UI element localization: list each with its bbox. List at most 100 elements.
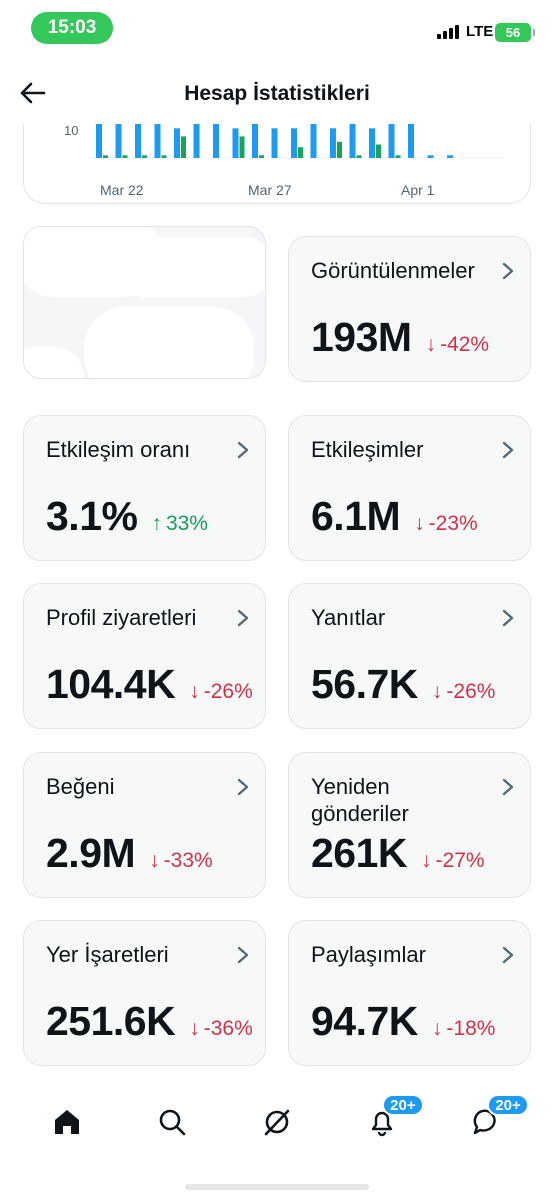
battery-icon: 56 bbox=[495, 23, 535, 42]
chart-bar bbox=[298, 147, 303, 158]
arrow-down-icon: ↓ bbox=[431, 1017, 443, 1040]
chevron-right-icon bbox=[237, 441, 249, 459]
y-tick-label: 10 bbox=[64, 124, 78, 138]
chart-bar bbox=[174, 128, 180, 158]
header: Hesap İstatistikleri bbox=[0, 60, 554, 124]
stat-change: ↓ -18% bbox=[432, 1017, 496, 1041]
chart-bar bbox=[388, 124, 395, 158]
stat-card[interactable]: Yeniden gönderiler 261K ↓ -27% bbox=[288, 752, 531, 898]
chart-bar bbox=[369, 128, 375, 158]
nav-home[interactable] bbox=[37, 1092, 97, 1152]
stat-title: Yer İşaretleri bbox=[46, 942, 169, 967]
stat-change-value: -36% bbox=[203, 1017, 253, 1040]
nav-search[interactable] bbox=[142, 1092, 202, 1152]
stat-value: 2.9M bbox=[46, 830, 136, 876]
stat-card[interactable]: Beğeni 2.9M ↓ -33% bbox=[23, 752, 266, 898]
stat-value: 193M bbox=[311, 314, 412, 360]
stat-title: Etkileşim oranı bbox=[46, 437, 191, 462]
back-button[interactable] bbox=[16, 76, 50, 110]
stat-card[interactable]: Etkileşim oranı 3.1% ↑ 33% bbox=[23, 415, 266, 561]
stat-value: 6.1M bbox=[311, 493, 401, 539]
chart-bar bbox=[356, 155, 362, 158]
arrow-down-icon: ↓ bbox=[414, 512, 425, 535]
page-title: Hesap İstatistikleri bbox=[184, 82, 370, 105]
stat-value: 94.7K bbox=[311, 998, 418, 1044]
stat-row: 193M ↓ -42% bbox=[311, 314, 489, 361]
stat-value: 251.6K bbox=[46, 998, 176, 1044]
chart-bar bbox=[193, 124, 200, 158]
signal-icon bbox=[437, 24, 459, 39]
chart-bar bbox=[154, 124, 161, 158]
chart-bar bbox=[271, 128, 278, 158]
chart-bar bbox=[291, 128, 297, 158]
arrow-down-icon: ↓ bbox=[189, 680, 200, 703]
stat-title: Yanıtlar bbox=[311, 605, 386, 630]
arrow-left-icon bbox=[20, 82, 46, 104]
nav-grok[interactable] bbox=[247, 1092, 307, 1152]
chart-bar bbox=[232, 128, 239, 158]
chart-bar bbox=[122, 155, 128, 158]
chart-bar bbox=[337, 141, 342, 158]
stat-card[interactable]: Etkileşimler 6.1M ↓ -23% bbox=[288, 415, 531, 561]
chart-bar bbox=[161, 155, 167, 158]
stat-change-value: 33% bbox=[165, 512, 208, 535]
stat-title: Paylaşımlar bbox=[311, 942, 426, 967]
chevron-right-icon bbox=[237, 778, 249, 796]
home-indicator bbox=[185, 1184, 369, 1190]
arrow-down-icon: ↓ bbox=[189, 1017, 200, 1040]
network-type: LTE bbox=[466, 23, 494, 40]
chart-bar bbox=[395, 155, 401, 158]
stat-change-value: -33% bbox=[163, 849, 213, 872]
nav-notifications[interactable]: 20+ bbox=[352, 1092, 424, 1152]
stat-card[interactable]: Görüntülenmeler 193M ↓ -42% bbox=[288, 236, 531, 382]
bar-chart: 10 Mar 22 Mar 27 Apr 1 bbox=[64, 124, 504, 198]
chart-bar bbox=[427, 155, 434, 158]
stat-row: 3.1% ↑ 33% bbox=[46, 493, 208, 540]
chart-bar bbox=[142, 155, 147, 158]
chart-bar bbox=[103, 155, 108, 158]
x-tick-label: Apr 1 bbox=[401, 182, 435, 198]
stat-change: ↓ -27% bbox=[421, 849, 485, 873]
chevron-right-icon bbox=[502, 946, 514, 964]
chevron-right-icon bbox=[237, 946, 249, 964]
stat-change-value: -23% bbox=[428, 512, 478, 535]
stat-row: 251.6K ↓ -36% bbox=[46, 998, 253, 1045]
stat-title: Etkileşimler bbox=[311, 437, 424, 462]
stat-title: Profil ziyaretleri bbox=[46, 605, 197, 630]
chart-bar bbox=[447, 155, 453, 158]
stat-row: 94.7K ↓ -18% bbox=[311, 998, 495, 1045]
stat-change-value: -26% bbox=[203, 680, 253, 703]
notifications-badge: 20+ bbox=[382, 1094, 424, 1116]
home-icon bbox=[54, 1110, 79, 1134]
messages-badge: 20+ bbox=[487, 1094, 529, 1116]
chevron-right-icon bbox=[502, 609, 514, 627]
stat-change-value: -27% bbox=[435, 849, 485, 872]
arrow-down-icon: ↓ bbox=[421, 849, 432, 872]
stat-row: 56.7K ↓ -26% bbox=[311, 661, 495, 708]
stat-value: 3.1% bbox=[46, 493, 138, 539]
chat-bubble-icon bbox=[473, 1109, 497, 1135]
arrow-down-icon: ↓ bbox=[149, 849, 160, 872]
bottom-nav: 20+ 20+ bbox=[0, 1082, 554, 1162]
chart-bar bbox=[408, 124, 414, 158]
nav-messages[interactable]: 20+ bbox=[457, 1092, 529, 1152]
stat-value: 104.4K bbox=[46, 661, 176, 707]
bell-icon bbox=[371, 1111, 393, 1137]
stat-change: ↑ 33% bbox=[151, 512, 208, 536]
stat-card[interactable]: Profil ziyaretleri 104.4K ↓ -26% bbox=[23, 583, 266, 729]
stat-card[interactable]: Paylaşımlar 94.7K ↓ -18% bbox=[288, 920, 531, 1066]
chart-bar bbox=[239, 136, 245, 158]
stat-title: Beğeni bbox=[46, 774, 115, 799]
chart-bar bbox=[96, 124, 102, 158]
chevron-right-icon bbox=[502, 262, 514, 280]
chart-bar bbox=[115, 124, 122, 158]
stat-change: ↓ -23% bbox=[414, 512, 478, 536]
chart-card: 10 Mar 22 Mar 27 Apr 1 bbox=[23, 124, 531, 204]
stat-card[interactable]: Yanıtlar 56.7K ↓ -26% bbox=[288, 583, 531, 729]
chart-bar bbox=[310, 124, 317, 158]
stat-card[interactable]: Yer İşaretleri 251.6K ↓ -36% bbox=[23, 920, 266, 1066]
arrow-up-icon: ↑ bbox=[151, 512, 162, 535]
stat-row: 6.1M ↓ -23% bbox=[311, 493, 478, 540]
chevron-right-icon bbox=[237, 609, 249, 627]
stat-change: ↓ -26% bbox=[432, 680, 496, 704]
